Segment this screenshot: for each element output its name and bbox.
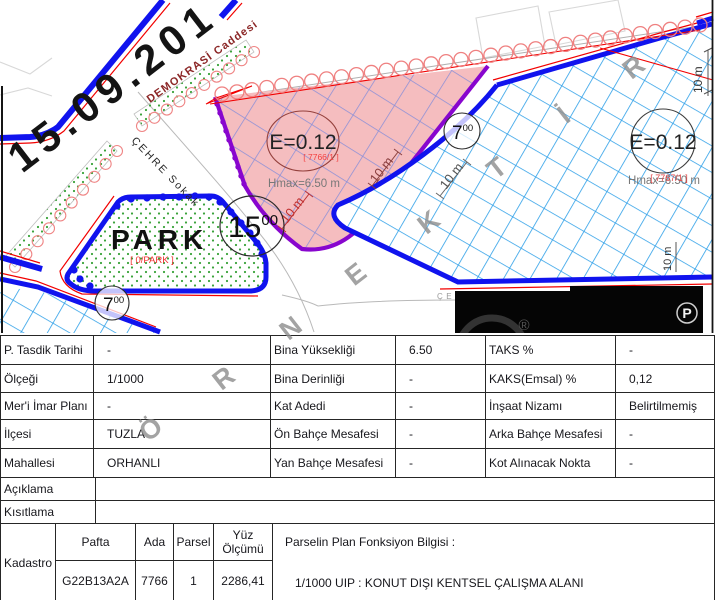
on-bahce-mesafesi-label: Ön Bahçe Mesafesi [271,420,396,449]
svg-text:700: 700 [452,123,473,144]
svg-text:E=0.12: E=0.12 [629,131,696,154]
zoning-map-canvas: 10 m 10 m 10 m 10 m 10 m E=0.12 [ 7766/1… [0,0,715,335]
ilcesi-label: İlçesi [1,420,94,449]
dimension-10m-right: 10 m [662,242,677,272]
mahallesi-label: Mahallesi [1,449,94,478]
kisitlama-value [96,501,714,524]
kot-alinacak-nokta-label: Kot Alınacak Nokta [486,449,616,478]
kisitlama-row: Kısıtlama [1,501,714,524]
plan-fonksiyon-title: Parselin Plan Fonksiyon Bilgisi : [285,535,456,549]
olcegi-value: 1/1000 [94,365,271,393]
parking-icon [676,302,698,324]
meri-imar-plani-label: Mer'i İmar Planı [1,393,94,420]
arka-bahce-mesafesi-label: Arka Bahçe Mesafesi [486,420,616,449]
kaks-label: KAKS(Emsal) % [486,365,616,393]
kot-alinacak-nokta-value: - [616,449,714,478]
parcel-blue-southwest [0,272,161,335]
parcel-blue-main [331,18,713,290]
p-tasdik-tarihi-label: P. Tasdik Tarihi [1,336,94,365]
olcegi-label: Ölçeği [1,365,94,393]
yuz-olcumu-header: Yüz Ölçümü [214,524,273,561]
on-bahce-mesafesi-value: - [396,420,486,449]
svg-text:Hmax=6.50 m: Hmax=6.50 m [268,178,340,190]
park-area [59,192,269,297]
taks-label: TAKS % [486,336,616,365]
yan-bahce-mesafesi-label: Yan Bahçe Mesafesi [271,449,396,478]
svg-text:1500: 1500 [228,211,278,244]
svg-text:Hmax=6.50 m: Hmax=6.50 m [628,175,700,187]
svg-text:700: 700 [103,295,124,316]
parcel-info-table: P. Tasdik Tarihi - Bina Yüksekliği 6.50 … [0,335,715,600]
parcel-attributes-grid: P. Tasdik Tarihi - Bina Yüksekliği 6.50 … [1,336,714,478]
bina-yuksekligi-label: Bina Yüksekliği [271,336,396,365]
median-strips [4,39,261,274]
kisitlama-label: Kısıtlama [1,501,96,524]
parsel-value: 1 [174,561,214,600]
yuz-olcumu-value: 2286,41 [214,561,273,600]
parking-icon-label: P [682,305,691,321]
aciklama-label: Açıklama [1,478,96,501]
ada-value: 7766 [136,561,174,600]
svg-text:[ 7767/1 ]: [ 7767/1 ] [650,173,688,183]
meri-imar-plani-value: - [94,393,271,420]
plan-boundary-lines [0,0,714,272]
tree-row [214,17,708,102]
yan-bahce-mesafesi-value: - [396,449,486,478]
node-7-east: 700 [443,112,481,150]
redaction-box: ® P [455,286,703,334]
logo-arc [455,314,530,333]
svg-text:E=0.12: E=0.12 [269,131,336,154]
bina-derinligi-label: Bina Derinliği [271,365,396,393]
emsal-label-pink: E=0.12 [ 7766/1 ] Hmax=6.50 m [266,110,340,190]
bina-derinligi-value: - [396,365,486,393]
svg-text:10 m: 10 m [662,247,674,271]
aciklama-row: Açıklama [1,478,714,501]
plan-fonksiyon-value: 1/1000 UIP : KONUT DIŞI KENTSEL ÇALIŞMA … [295,576,584,590]
plan-fonksiyon-cell: Parselin Plan Fonksiyon Bilgisi : 1/1000… [273,524,714,600]
park-label: PARK [111,224,208,255]
emsal-label-blue: E=0.12 Hmax=6.50 m [ 7767/1 ] [628,108,700,187]
svg-text:10 m: 10 m [691,66,705,93]
node-7-west: 700 [94,285,130,321]
kat-adedi-label: Kat Adedi [271,393,396,420]
map-frame [1,0,714,333]
kadastro-grid: Kadastro Pafta Ada Parsel Yüz Ölçümü Par… [1,524,714,600]
parcel-pink [205,64,490,252]
ilcesi-value: TUZLA [94,420,271,449]
kaks-value: 0,12 [616,365,714,393]
zoning-map: 10 m 10 m 10 m 10 m 10 m E=0.12 [ 7766/1… [0,0,715,335]
pafta-value: G22B13A2A [56,561,136,600]
building-outlines [0,0,626,97]
arka-bahce-mesafesi-value: - [616,420,714,449]
aciklama-value [96,478,714,501]
parsel-header: Parsel [174,524,214,561]
p-tasdik-tarihi-value: - [94,336,271,365]
insaat-nizami-label: İnşaat Nizamı [486,393,616,420]
insaat-nizami-value: Belirtilmemiş [616,393,714,420]
kadastro-label: Kadastro [1,524,56,600]
mahallesi-value: ORHANLI [94,449,271,478]
taks-value: - [616,336,714,365]
ada-header: Ada [136,524,174,561]
bina-yuksekligi-value: 6.50 [396,336,486,365]
dimension-10m-topright: 10 m [691,47,713,96]
registered-trademark-icon: ® [518,317,529,334]
park-ref-label: [ 0/PARK ] [130,255,174,266]
pafta-header: Pafta [56,524,136,561]
svg-text:[ 7766/1 ]: [ 7766/1 ] [303,152,338,162]
kat-adedi-value: - [396,393,486,420]
node-15: 1500 [219,195,285,257]
